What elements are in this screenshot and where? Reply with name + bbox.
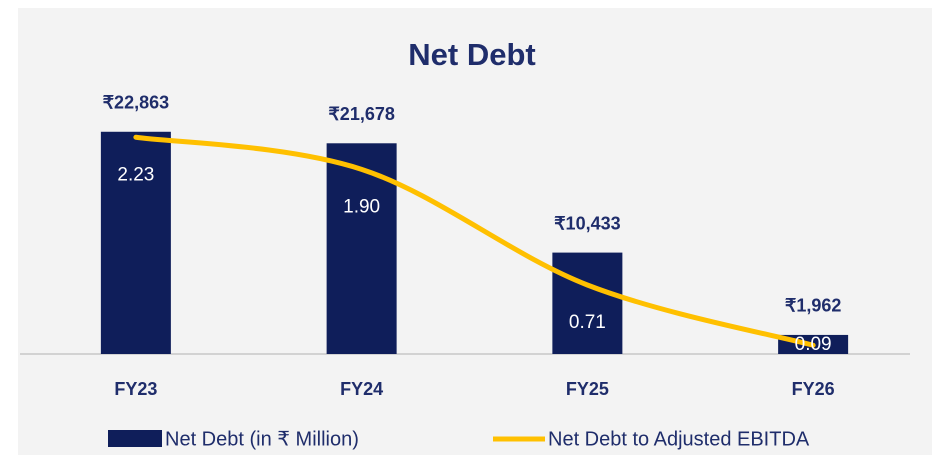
- x-tick-label: FY24: [340, 379, 383, 399]
- line-value-label: 2.23: [117, 164, 154, 185]
- legend-swatch: [108, 430, 162, 447]
- line-value-label: 0.09: [795, 334, 832, 355]
- bar-value-label: ₹10,433: [554, 213, 621, 233]
- bar-value-label: ₹1,962: [785, 296, 842, 316]
- bar: [100, 131, 171, 354]
- bar: [326, 143, 397, 354]
- line-value-label: 1.90: [343, 196, 380, 217]
- chart-title: Net Debt: [408, 37, 535, 72]
- bar-value-label: ₹22,863: [103, 93, 170, 113]
- legend-label: Net Debt to Adjusted EBITDA: [548, 428, 810, 450]
- line: [133, 134, 816, 348]
- x-tick-label: FY23: [114, 379, 157, 399]
- legend-label: Net Debt (in ₹ Million): [165, 428, 359, 450]
- x-tick-label: FY25: [566, 379, 609, 399]
- bar-value-label: ₹21,678: [328, 104, 395, 124]
- line-value-label: 0.71: [569, 312, 606, 333]
- x-tick-label: FY26: [792, 379, 835, 399]
- bar: [552, 252, 623, 354]
